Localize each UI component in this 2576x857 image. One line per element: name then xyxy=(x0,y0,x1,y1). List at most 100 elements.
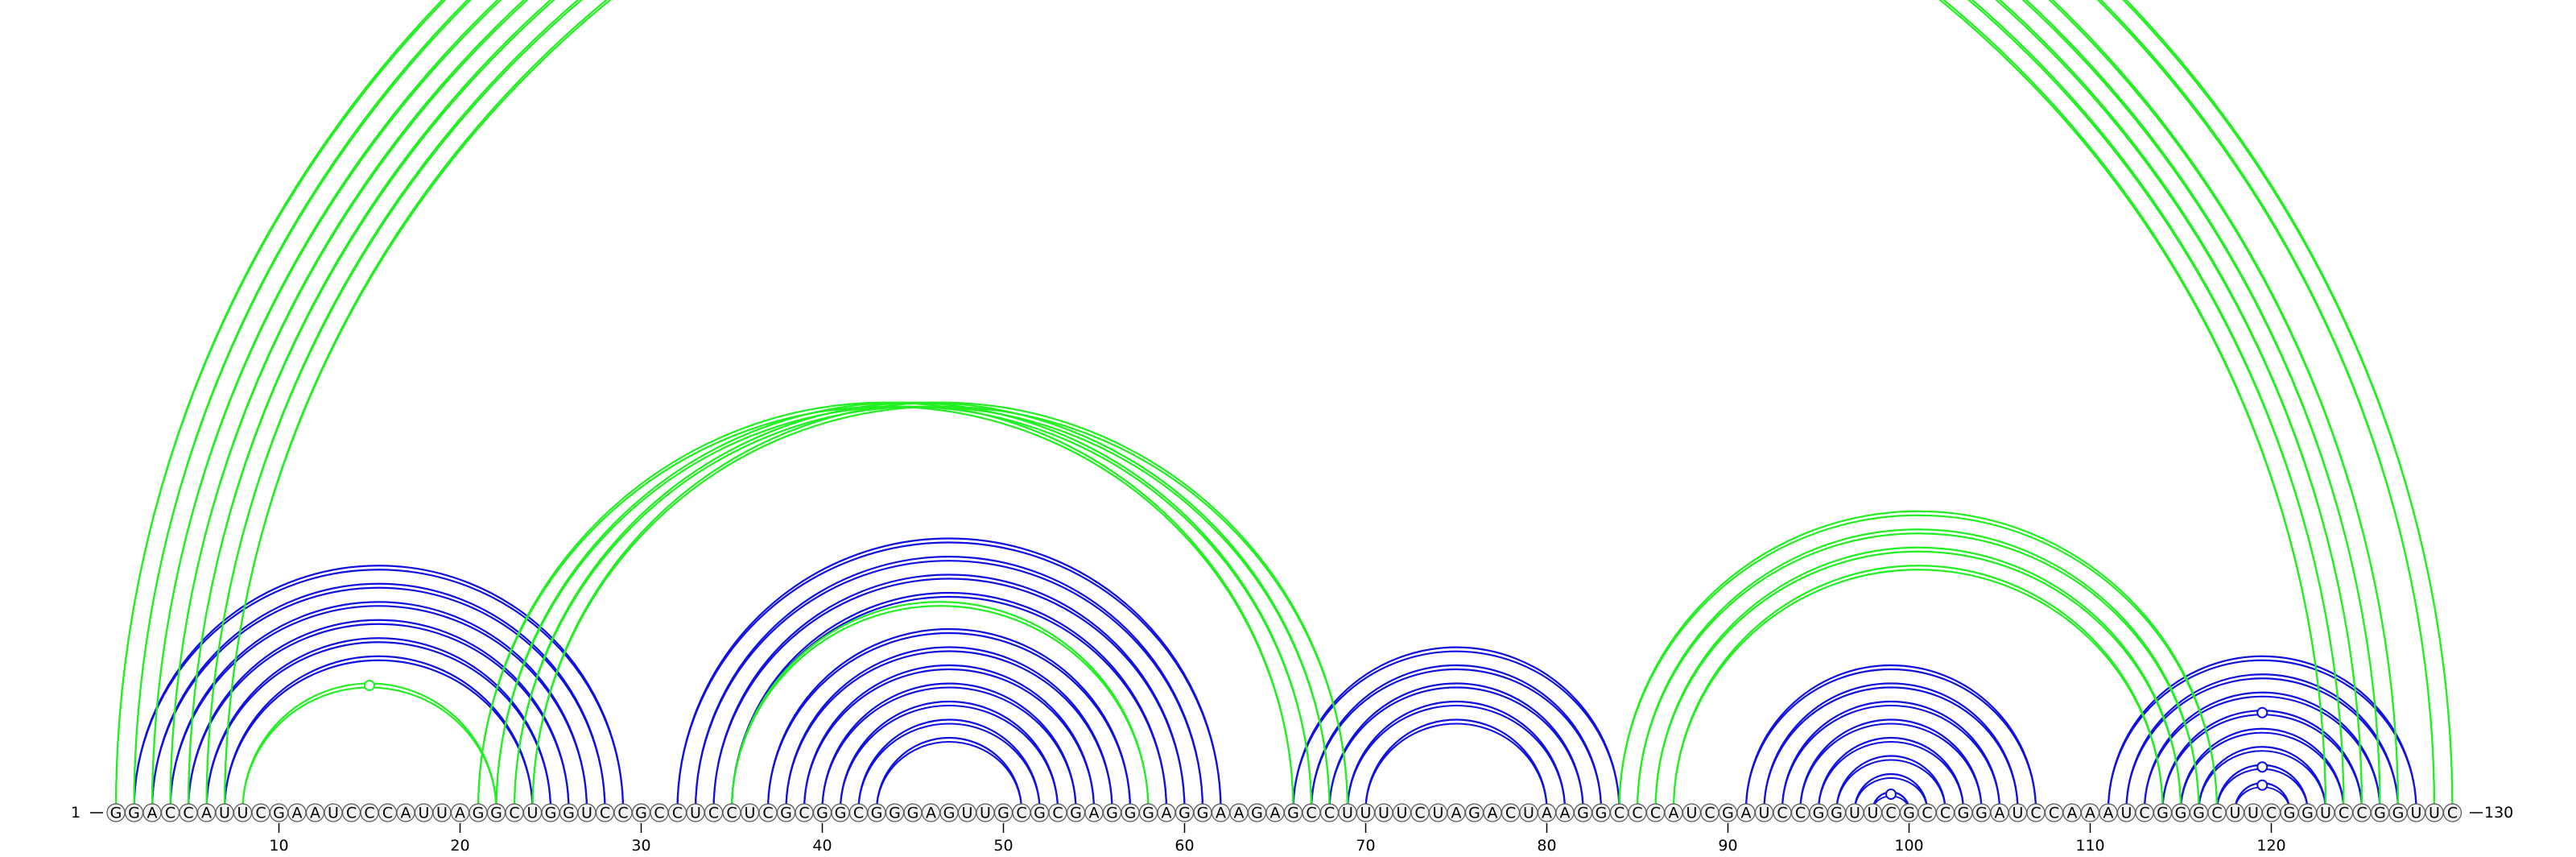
nucleotide-letter: A xyxy=(455,805,465,822)
nucleotide-letter: G xyxy=(545,805,557,822)
nucleotide-letter: G xyxy=(1125,805,1137,822)
nucleotide: G xyxy=(885,803,905,822)
nucleotide-letter: C xyxy=(762,805,773,822)
green-arc-group xyxy=(114,0,2454,811)
blue-base-pair-arc xyxy=(875,740,1023,811)
nucleotide-letter: C xyxy=(2266,805,2277,822)
blue-base-pair-arc xyxy=(694,560,1204,811)
nucleotide-letter: C xyxy=(799,805,809,822)
nucleotide-letter: A xyxy=(926,805,936,822)
nucleotide: G xyxy=(269,803,289,822)
blue-base-pair-arc xyxy=(2125,677,2400,811)
blue-base-pair-arc xyxy=(1346,704,1567,811)
blue-base-pair-arc xyxy=(712,573,1186,811)
nucleotide: C xyxy=(2352,803,2372,822)
green-base-pair-arc xyxy=(114,0,2454,811)
blue-base-pair-arc xyxy=(1310,669,1603,811)
nucleotide: G xyxy=(631,803,651,822)
nucleotide-letter: G xyxy=(2193,805,2205,822)
green-base-pair-arc xyxy=(495,401,1313,811)
blue-base-pair-arc xyxy=(821,686,1077,811)
nucleotide: A xyxy=(1537,803,1557,822)
nucleotide: U xyxy=(1374,803,1393,822)
nucleotide: U xyxy=(1356,803,1376,822)
blue-base-pair-arc xyxy=(1364,722,1548,811)
tick-label: 80 xyxy=(1537,837,1556,855)
nucleotide: A xyxy=(1483,803,1502,822)
nucleotide-letter: C xyxy=(1614,805,1624,822)
start-position-label: 1 xyxy=(71,804,80,822)
nucleotide-letter: G xyxy=(2374,805,2386,822)
nucleotide: G xyxy=(2388,803,2408,822)
nucleotide: C xyxy=(505,803,524,822)
nucleotide-letter: A xyxy=(1741,805,1752,822)
nucleotide: C xyxy=(613,803,633,822)
nucleotide-letter: C xyxy=(600,805,610,822)
nucleotide-letter: A xyxy=(1488,805,1498,822)
green-base-pair-arc xyxy=(151,0,2400,811)
nucleotide-letter: U xyxy=(2411,805,2422,822)
nucleotide: C xyxy=(2026,803,2046,822)
blue-base-pair-arc xyxy=(875,736,1023,811)
nucleotide-letter: C xyxy=(1704,805,1715,822)
nucleotide-letter: C xyxy=(672,805,683,822)
nucleotide-letter: G xyxy=(816,805,828,822)
blue-base-pair-arc xyxy=(2161,710,2363,811)
nucleotide-letter: G xyxy=(997,805,1009,822)
nucleotide-letter: C xyxy=(1795,805,1806,822)
nucleotide: C xyxy=(595,803,615,822)
nucleotide-letter: A xyxy=(1162,805,1172,822)
nucleotide: U xyxy=(1682,803,1702,822)
nucleotide-letter: G xyxy=(2392,805,2405,822)
nucleotide: G xyxy=(124,803,144,822)
blue-base-pair-arc xyxy=(785,650,1113,811)
nucleotide-letter: U xyxy=(1360,805,1372,822)
noncanonical-pair-marker xyxy=(2256,761,2268,773)
nucleotide: G xyxy=(541,803,560,822)
noncanonical-pair-marker xyxy=(2256,706,2268,718)
nucleotide: G xyxy=(1718,803,1738,822)
nucleotide-letter: G xyxy=(871,805,883,822)
nucleotide: U xyxy=(740,803,760,822)
tick-label: 110 xyxy=(2075,837,2104,855)
tick-label: 100 xyxy=(1894,837,1923,855)
nucleotide-letter: A xyxy=(1542,805,1552,822)
nucleotide: U xyxy=(1519,803,1538,822)
nucleotide: U xyxy=(2225,803,2245,822)
nucleotide: C xyxy=(251,803,270,822)
nucleotide-letter: U xyxy=(2121,805,2132,822)
nucleotide: G xyxy=(1809,803,1828,822)
nucleotide: G xyxy=(2153,803,2173,822)
nucleotide: C xyxy=(1628,803,1647,822)
nucleotide-letter: G xyxy=(907,805,919,822)
nucleotide-letter: G xyxy=(943,805,956,822)
nucleotide: U xyxy=(2008,803,2028,822)
nucleotide-letter: U xyxy=(2013,805,2024,822)
nucleotide: G xyxy=(812,803,832,822)
nucleotide: A xyxy=(196,803,217,822)
nucleotide: C xyxy=(1918,803,1937,822)
nucleotide: G xyxy=(1573,803,1593,822)
nucleotide: G xyxy=(993,803,1013,822)
tick-label: 120 xyxy=(2256,837,2285,855)
blue-base-pair-arc xyxy=(1763,686,2019,811)
nucleotide-letter: A xyxy=(292,805,303,822)
nucleotide: C xyxy=(722,803,741,822)
blue-base-pair-arc xyxy=(1744,669,2037,811)
nucleotide: G xyxy=(1102,803,1122,822)
nucleotide: U xyxy=(1845,803,1864,822)
nucleotide: A xyxy=(1157,803,1176,822)
nucleotide: U xyxy=(686,803,705,822)
nucleotide-letter: G xyxy=(780,805,792,822)
noncanonical-pair-marker xyxy=(1885,789,1897,800)
blue-base-pair-arc xyxy=(151,582,606,811)
nucleotide: C xyxy=(2207,803,2227,822)
nucleotide: A xyxy=(1555,803,1575,822)
nucleotide-letter: A xyxy=(2067,805,2078,822)
nucleotide-letter: G xyxy=(635,805,647,822)
nucleotide: C xyxy=(341,803,361,822)
blue-arc-group xyxy=(133,537,2417,811)
nucleotide-letter: U xyxy=(419,805,430,822)
nucleotide: C xyxy=(1935,803,1955,822)
